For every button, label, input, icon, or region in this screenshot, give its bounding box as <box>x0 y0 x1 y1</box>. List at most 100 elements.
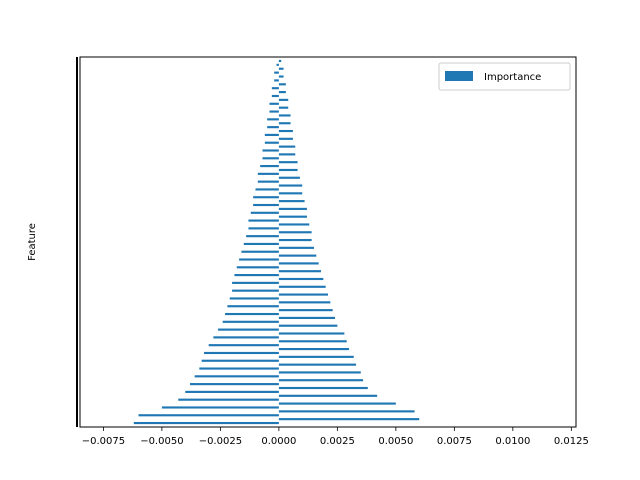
bar <box>278 192 303 195</box>
legend-frame <box>438 62 571 91</box>
bar <box>278 98 289 101</box>
bar <box>250 211 279 214</box>
bar <box>278 176 300 179</box>
bar <box>278 67 284 70</box>
bar <box>248 219 279 222</box>
bar <box>278 145 296 148</box>
bar <box>274 79 279 82</box>
bar <box>278 75 284 78</box>
x-tick-label: 0.0000 <box>261 436 296 447</box>
x-tick-label: −0.0075 <box>82 436 125 447</box>
bar <box>253 196 279 199</box>
bar <box>208 344 279 347</box>
x-tick-label: 0.0125 <box>554 436 589 447</box>
legend-swatch <box>445 71 473 81</box>
bar <box>138 414 279 417</box>
bar <box>278 207 307 210</box>
bar <box>271 87 279 90</box>
x-tick-label: 0.0025 <box>320 436 355 447</box>
bar <box>271 94 279 98</box>
bar <box>185 390 279 393</box>
bar <box>161 406 279 409</box>
bar <box>227 305 279 308</box>
bar <box>274 71 279 74</box>
bar <box>278 355 354 358</box>
ytick-label-stack <box>76 57 78 427</box>
bar <box>222 320 279 323</box>
bar <box>278 238 312 242</box>
bar <box>278 363 357 366</box>
bar <box>278 348 350 351</box>
bar <box>178 398 279 401</box>
bar <box>278 122 291 125</box>
bar <box>204 351 279 355</box>
bar <box>225 312 279 316</box>
legend: Importance <box>438 62 571 91</box>
x-tick-label: −0.0050 <box>140 436 183 447</box>
x-tick-label: 0.0100 <box>495 436 530 447</box>
bar <box>278 246 314 249</box>
bar <box>278 332 345 335</box>
bar <box>278 301 331 304</box>
bar <box>267 118 279 121</box>
bar <box>262 157 279 160</box>
bar <box>278 161 298 164</box>
y-axis-title: Feature <box>27 223 38 261</box>
bar <box>278 324 338 327</box>
bar <box>278 254 317 257</box>
bar <box>264 133 279 136</box>
bar <box>278 231 312 234</box>
x-tick-label: −0.0025 <box>199 436 242 447</box>
bar <box>269 102 279 105</box>
plot-area-frame <box>79 56 577 428</box>
bar <box>278 114 291 117</box>
bar <box>278 418 420 421</box>
bar <box>248 227 279 230</box>
bars-group <box>133 59 420 425</box>
legend-label: Importance <box>484 72 541 83</box>
bar <box>234 274 279 277</box>
x-tick-label: 0.0050 <box>378 436 413 447</box>
bar <box>239 258 279 261</box>
bar <box>278 394 378 397</box>
bar <box>278 379 364 382</box>
bar <box>278 223 310 226</box>
bar <box>269 110 279 113</box>
bar <box>278 371 361 374</box>
bar <box>260 165 279 168</box>
bar <box>278 270 321 273</box>
x-tick-label: 0.0075 <box>437 436 472 447</box>
bar <box>232 289 279 292</box>
bar <box>278 410 415 413</box>
bar <box>262 149 279 152</box>
bar <box>246 235 279 238</box>
bar <box>218 328 279 331</box>
bar <box>255 188 279 191</box>
bar <box>278 153 296 156</box>
bar <box>194 375 279 378</box>
bar <box>278 129 293 133</box>
x-axis-ticks: −0.0075 −0.0050 −0.0025 0.0000 0.0025 0.0050 0… <box>82 427 589 447</box>
bar <box>278 386 368 390</box>
bar <box>232 281 279 284</box>
bar <box>278 262 319 265</box>
bar <box>278 293 328 296</box>
bar <box>278 402 396 405</box>
bar <box>278 285 326 288</box>
bar <box>241 250 279 253</box>
bar <box>278 215 307 218</box>
bar <box>278 83 286 86</box>
bar <box>278 309 333 312</box>
bar <box>257 172 279 175</box>
bar <box>264 141 279 144</box>
bar <box>278 200 305 203</box>
bar <box>199 367 279 370</box>
bar <box>278 168 298 172</box>
bar <box>133 421 279 425</box>
bar <box>229 297 279 300</box>
bar <box>278 137 293 140</box>
bar <box>257 180 279 183</box>
bar <box>267 126 279 129</box>
bar <box>278 91 286 94</box>
